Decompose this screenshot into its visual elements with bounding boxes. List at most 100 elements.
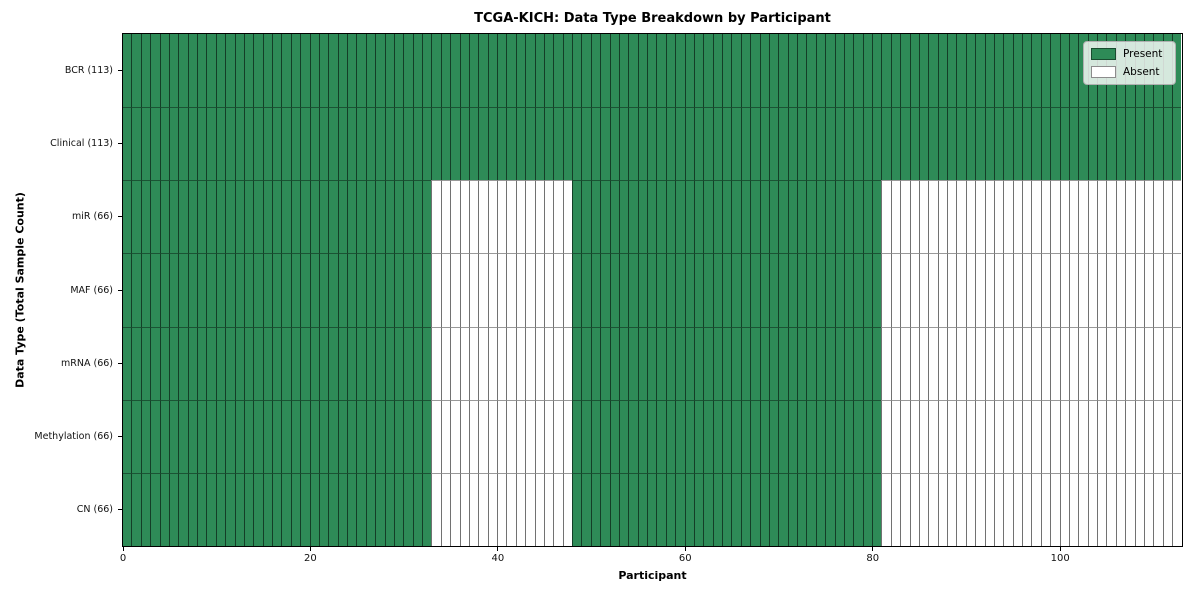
matrix-cell: [272, 34, 282, 108]
matrix-cell: [123, 34, 132, 108]
y-tick-label: miR (66): [71, 211, 113, 223]
matrix-cell: [487, 34, 497, 108]
matrix-cell: [515, 107, 526, 181]
matrix-cell: [450, 472, 460, 546]
matrix-cell: [422, 399, 432, 473]
matrix-cell: [487, 326, 497, 400]
matrix-cell: [984, 326, 994, 400]
matrix-cell: [1003, 326, 1013, 400]
matrix-cell: [928, 399, 938, 473]
matrix-cell: [703, 253, 713, 327]
matrix-cell: [572, 180, 582, 254]
x-tick-label: 60: [678, 553, 692, 564]
matrix-cell: [1012, 472, 1022, 546]
matrix-cell: [1068, 107, 1079, 181]
matrix-cell: [665, 107, 676, 181]
matrix-cell: [797, 180, 807, 254]
matrix-cell: [853, 34, 863, 108]
matrix-cell: [243, 34, 254, 108]
matrix-cell: [1106, 107, 1116, 181]
x-tick-mark: [122, 547, 124, 551]
matrix-cell: [684, 472, 694, 546]
matrix-cell: [693, 180, 704, 254]
matrix-cell: [759, 34, 769, 108]
matrix-cell: [328, 399, 338, 473]
matrix-cell: [1050, 180, 1060, 254]
matrix-cell: [234, 180, 244, 254]
matrix-cell: [1050, 253, 1060, 327]
matrix-cell: [778, 107, 788, 181]
matrix-cell: [628, 399, 638, 473]
matrix-cell: [618, 399, 629, 473]
matrix-cell: [328, 472, 338, 546]
matrix-cell: [684, 326, 694, 400]
matrix-cell: [272, 472, 282, 546]
matrix-cell: [1031, 399, 1041, 473]
matrix-cell: [1031, 253, 1041, 327]
x-tick-mark: [684, 547, 686, 551]
matrix-cell: [384, 107, 394, 181]
matrix-cell: [356, 399, 366, 473]
matrix-cell: [440, 472, 451, 546]
matrix-cell: [262, 399, 272, 473]
matrix-cell: [984, 399, 994, 473]
matrix-cell: [459, 472, 469, 546]
matrix-cell: [478, 253, 488, 327]
matrix-cell: [187, 107, 197, 181]
matrix-cell: [337, 326, 347, 400]
matrix-cell: [684, 34, 694, 108]
matrix-cell: [872, 180, 882, 254]
matrix-cell: [515, 180, 526, 254]
matrix-cell: [300, 34, 310, 108]
matrix-cell: [862, 399, 872, 473]
matrix-cell: [656, 399, 666, 473]
matrix-cell: [187, 399, 197, 473]
matrix-cell: [403, 34, 413, 108]
matrix-cell: [215, 34, 226, 108]
matrix-cell: [815, 180, 826, 254]
matrix-cell: [534, 180, 544, 254]
matrix-cell: [253, 326, 263, 400]
matrix-cell: [450, 34, 460, 108]
matrix-cell: [384, 326, 394, 400]
matrix-cell: [525, 253, 535, 327]
matrix-cell: [815, 326, 826, 400]
matrix-cell: [843, 472, 854, 546]
matrix-cell: [890, 107, 901, 181]
matrix-cell: [393, 34, 404, 108]
matrix-cell: [431, 34, 441, 108]
matrix-cell: [1153, 180, 1163, 254]
matrix-cell: [543, 253, 554, 327]
matrix-row-methylation: [123, 399, 1182, 473]
matrix-cell: [337, 472, 347, 546]
matrix-cell: [872, 472, 882, 546]
matrix-cell: [1040, 253, 1051, 327]
matrix-cell: [797, 34, 807, 108]
matrix-cell: [750, 107, 760, 181]
matrix-cell: [422, 107, 432, 181]
matrix-cell: [778, 34, 788, 108]
matrix-cell: [956, 326, 966, 400]
matrix-cell: [168, 326, 179, 400]
matrix-cell: [1012, 399, 1022, 473]
matrix-cell: [1162, 107, 1172, 181]
matrix-cell: [740, 399, 751, 473]
matrix-cell: [356, 253, 366, 327]
matrix-cell: [168, 399, 179, 473]
matrix-cell: [665, 399, 676, 473]
matrix-cell: [478, 107, 488, 181]
matrix-cell: [553, 180, 563, 254]
matrix-cell: [1040, 472, 1051, 546]
matrix-cell: [675, 34, 685, 108]
matrix-cell: [393, 472, 404, 546]
matrix-cell: [928, 326, 938, 400]
matrix-cell: [1040, 180, 1051, 254]
matrix-cell: [150, 253, 160, 327]
matrix-cell: [731, 326, 741, 400]
matrix-cell: [168, 107, 179, 181]
matrix-cell: [684, 399, 694, 473]
matrix-cell: [440, 180, 451, 254]
matrix-cell: [834, 326, 844, 400]
matrix-cell: [665, 34, 676, 108]
matrix-cell: [1143, 326, 1154, 400]
